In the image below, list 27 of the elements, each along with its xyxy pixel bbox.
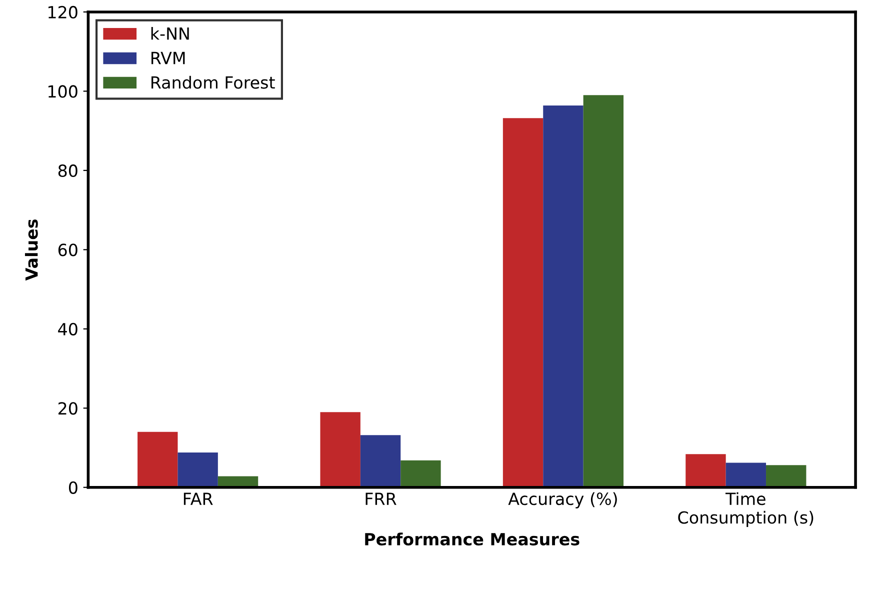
y-tick-label: 60 bbox=[58, 244, 78, 256]
x-tick-label: Accuracy (%) bbox=[508, 492, 617, 508]
legend-label: RVM bbox=[152, 52, 185, 64]
bar bbox=[543, 105, 584, 488]
bar bbox=[726, 462, 766, 488]
bar bbox=[178, 452, 218, 488]
y-tick-label: 120 bbox=[48, 6, 78, 19]
legend-label: k-NN bbox=[151, 26, 189, 40]
y-tick-label: 20 bbox=[58, 402, 78, 415]
y-tick-label: 80 bbox=[58, 164, 78, 177]
bar bbox=[138, 432, 178, 488]
y-tick-label: 40 bbox=[58, 322, 78, 336]
bar bbox=[583, 95, 624, 488]
y-tick-label: 100 bbox=[48, 85, 78, 98]
bar bbox=[320, 412, 360, 488]
x-tick-label: FRR bbox=[366, 492, 396, 505]
legend-label: Random Forest bbox=[152, 76, 275, 89]
bar bbox=[766, 465, 806, 488]
bar bbox=[360, 435, 401, 488]
bar bbox=[686, 454, 726, 488]
x-tick-label: FAR bbox=[184, 492, 213, 505]
x-axis-title: Performance Measures bbox=[365, 532, 580, 546]
bar bbox=[400, 460, 441, 488]
y-axis-title: Values bbox=[24, 219, 38, 281]
x-tick-label: Time Consumption (s) bbox=[678, 492, 814, 528]
bar bbox=[502, 118, 544, 488]
y-tick-label: 0 bbox=[68, 481, 78, 494]
